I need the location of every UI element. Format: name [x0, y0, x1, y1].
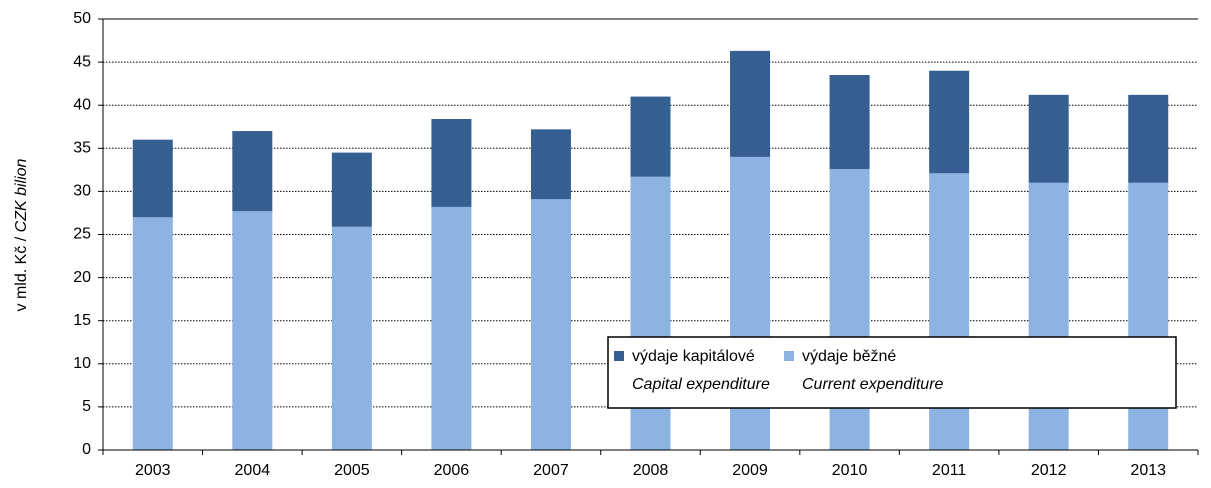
bar-segment: [530, 129, 571, 200]
bar-segment: [431, 206, 472, 450]
y-axis-label-main: v mld. Kč /: [13, 232, 30, 311]
y-tick-label: 45: [73, 53, 91, 70]
bar-segment: [730, 50, 771, 157]
legend-swatch: [614, 351, 624, 361]
bar-segment: [331, 152, 372, 227]
bar-segment: [132, 139, 173, 218]
y-tick-label: 10: [73, 355, 91, 372]
bar-segment: [232, 211, 273, 450]
y-tick-label: 35: [73, 140, 91, 157]
bar-segment: [431, 118, 472, 207]
legend-swatch: [784, 351, 794, 361]
y-tick-label: 40: [73, 96, 91, 113]
bar-segment: [1028, 94, 1069, 183]
y-axis-label-en: CZK bilion: [13, 158, 30, 232]
y-tick-label: 5: [82, 398, 91, 415]
bar-segment: [829, 75, 870, 169]
legend-label: výdaje kapitálové: [632, 348, 755, 365]
legend-label-en: Capital expenditure: [632, 376, 770, 393]
x-tick-label: 2005: [334, 462, 370, 479]
y-tick-label: 0: [82, 441, 91, 458]
x-tick-label: 2007: [533, 462, 569, 479]
x-tick-label: 2010: [832, 462, 868, 479]
x-tick-label: 2013: [1130, 462, 1166, 479]
y-tick-label: 25: [73, 226, 91, 243]
bar-segment: [1128, 182, 1169, 450]
bar-segment: [331, 226, 372, 450]
bar-segment: [132, 217, 173, 450]
bar-segment: [232, 131, 273, 212]
bar-segment: [929, 70, 970, 174]
x-tick-label: 2012: [1031, 462, 1067, 479]
y-tick-label: 30: [73, 183, 91, 200]
bar-segment: [530, 199, 571, 450]
y-tick-label: 15: [73, 312, 91, 329]
x-tick-label: 2008: [633, 462, 669, 479]
legend-box: [607, 336, 1177, 409]
bar-segment: [1128, 94, 1169, 183]
x-tick-label: 2009: [732, 462, 768, 479]
x-tick-label: 2004: [235, 462, 271, 479]
bar-segment: [630, 96, 671, 177]
x-tick-label: 2006: [434, 462, 470, 479]
bar-segment: [1028, 182, 1069, 450]
y-tick-label: 20: [73, 269, 91, 286]
y-axis-label: v mld. Kč / CZK bilion: [13, 158, 30, 311]
legend-label: výdaje běžné: [802, 348, 896, 365]
x-tick-label: 2011: [932, 462, 967, 479]
bar-segment: [630, 176, 671, 450]
x-tick-label: 2003: [135, 462, 171, 479]
y-tick-label: 50: [73, 10, 91, 27]
legend-label-en: Current expenditure: [802, 376, 944, 393]
legend: výdaje kapitálové Capital expenditure výda…: [607, 336, 1177, 409]
